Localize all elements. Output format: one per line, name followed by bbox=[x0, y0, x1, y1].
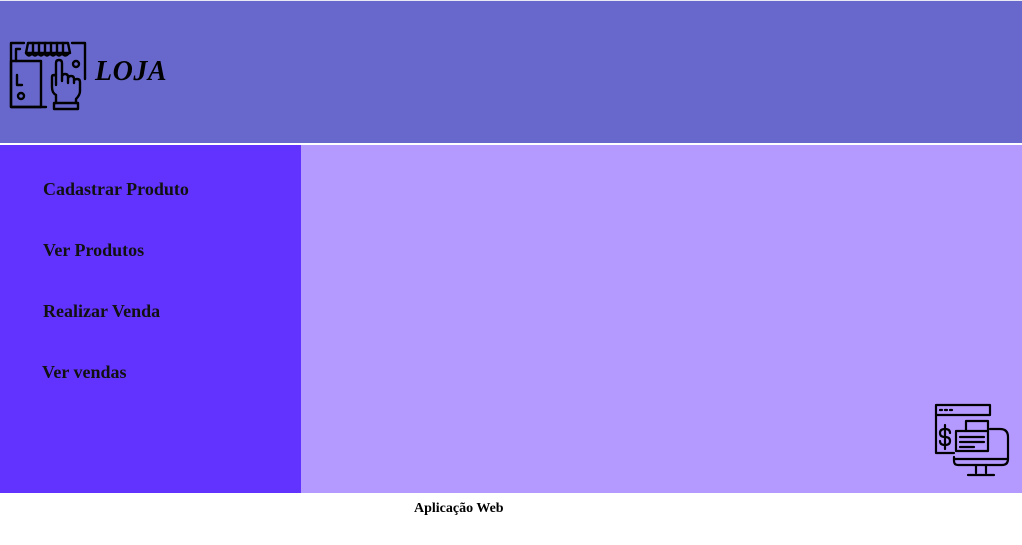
store-touch-icon bbox=[9, 41, 87, 111]
nav-item-ver-produtos[interactable]: Ver Produtos bbox=[43, 240, 145, 260]
brand-title: LOJA bbox=[95, 56, 167, 87]
page-header: LOJA bbox=[0, 0, 1022, 144]
nav-item-cadastrar-produto[interactable]: Cadastrar Produto bbox=[43, 179, 189, 199]
main-content bbox=[301, 145, 1022, 493]
nav-item-realizar-venda[interactable]: Realizar Venda bbox=[43, 301, 161, 321]
footer-text: Aplicação Web bbox=[414, 501, 504, 516]
nav-item-ver-vendas[interactable]: Ver vendas bbox=[42, 362, 127, 382]
sidebar-nav: Cadastrar Produto Ver Produtos Realizar … bbox=[0, 145, 301, 493]
point-of-sale-monitor-icon bbox=[934, 403, 1010, 477]
page-footer: Aplicação Web bbox=[0, 493, 1022, 545]
